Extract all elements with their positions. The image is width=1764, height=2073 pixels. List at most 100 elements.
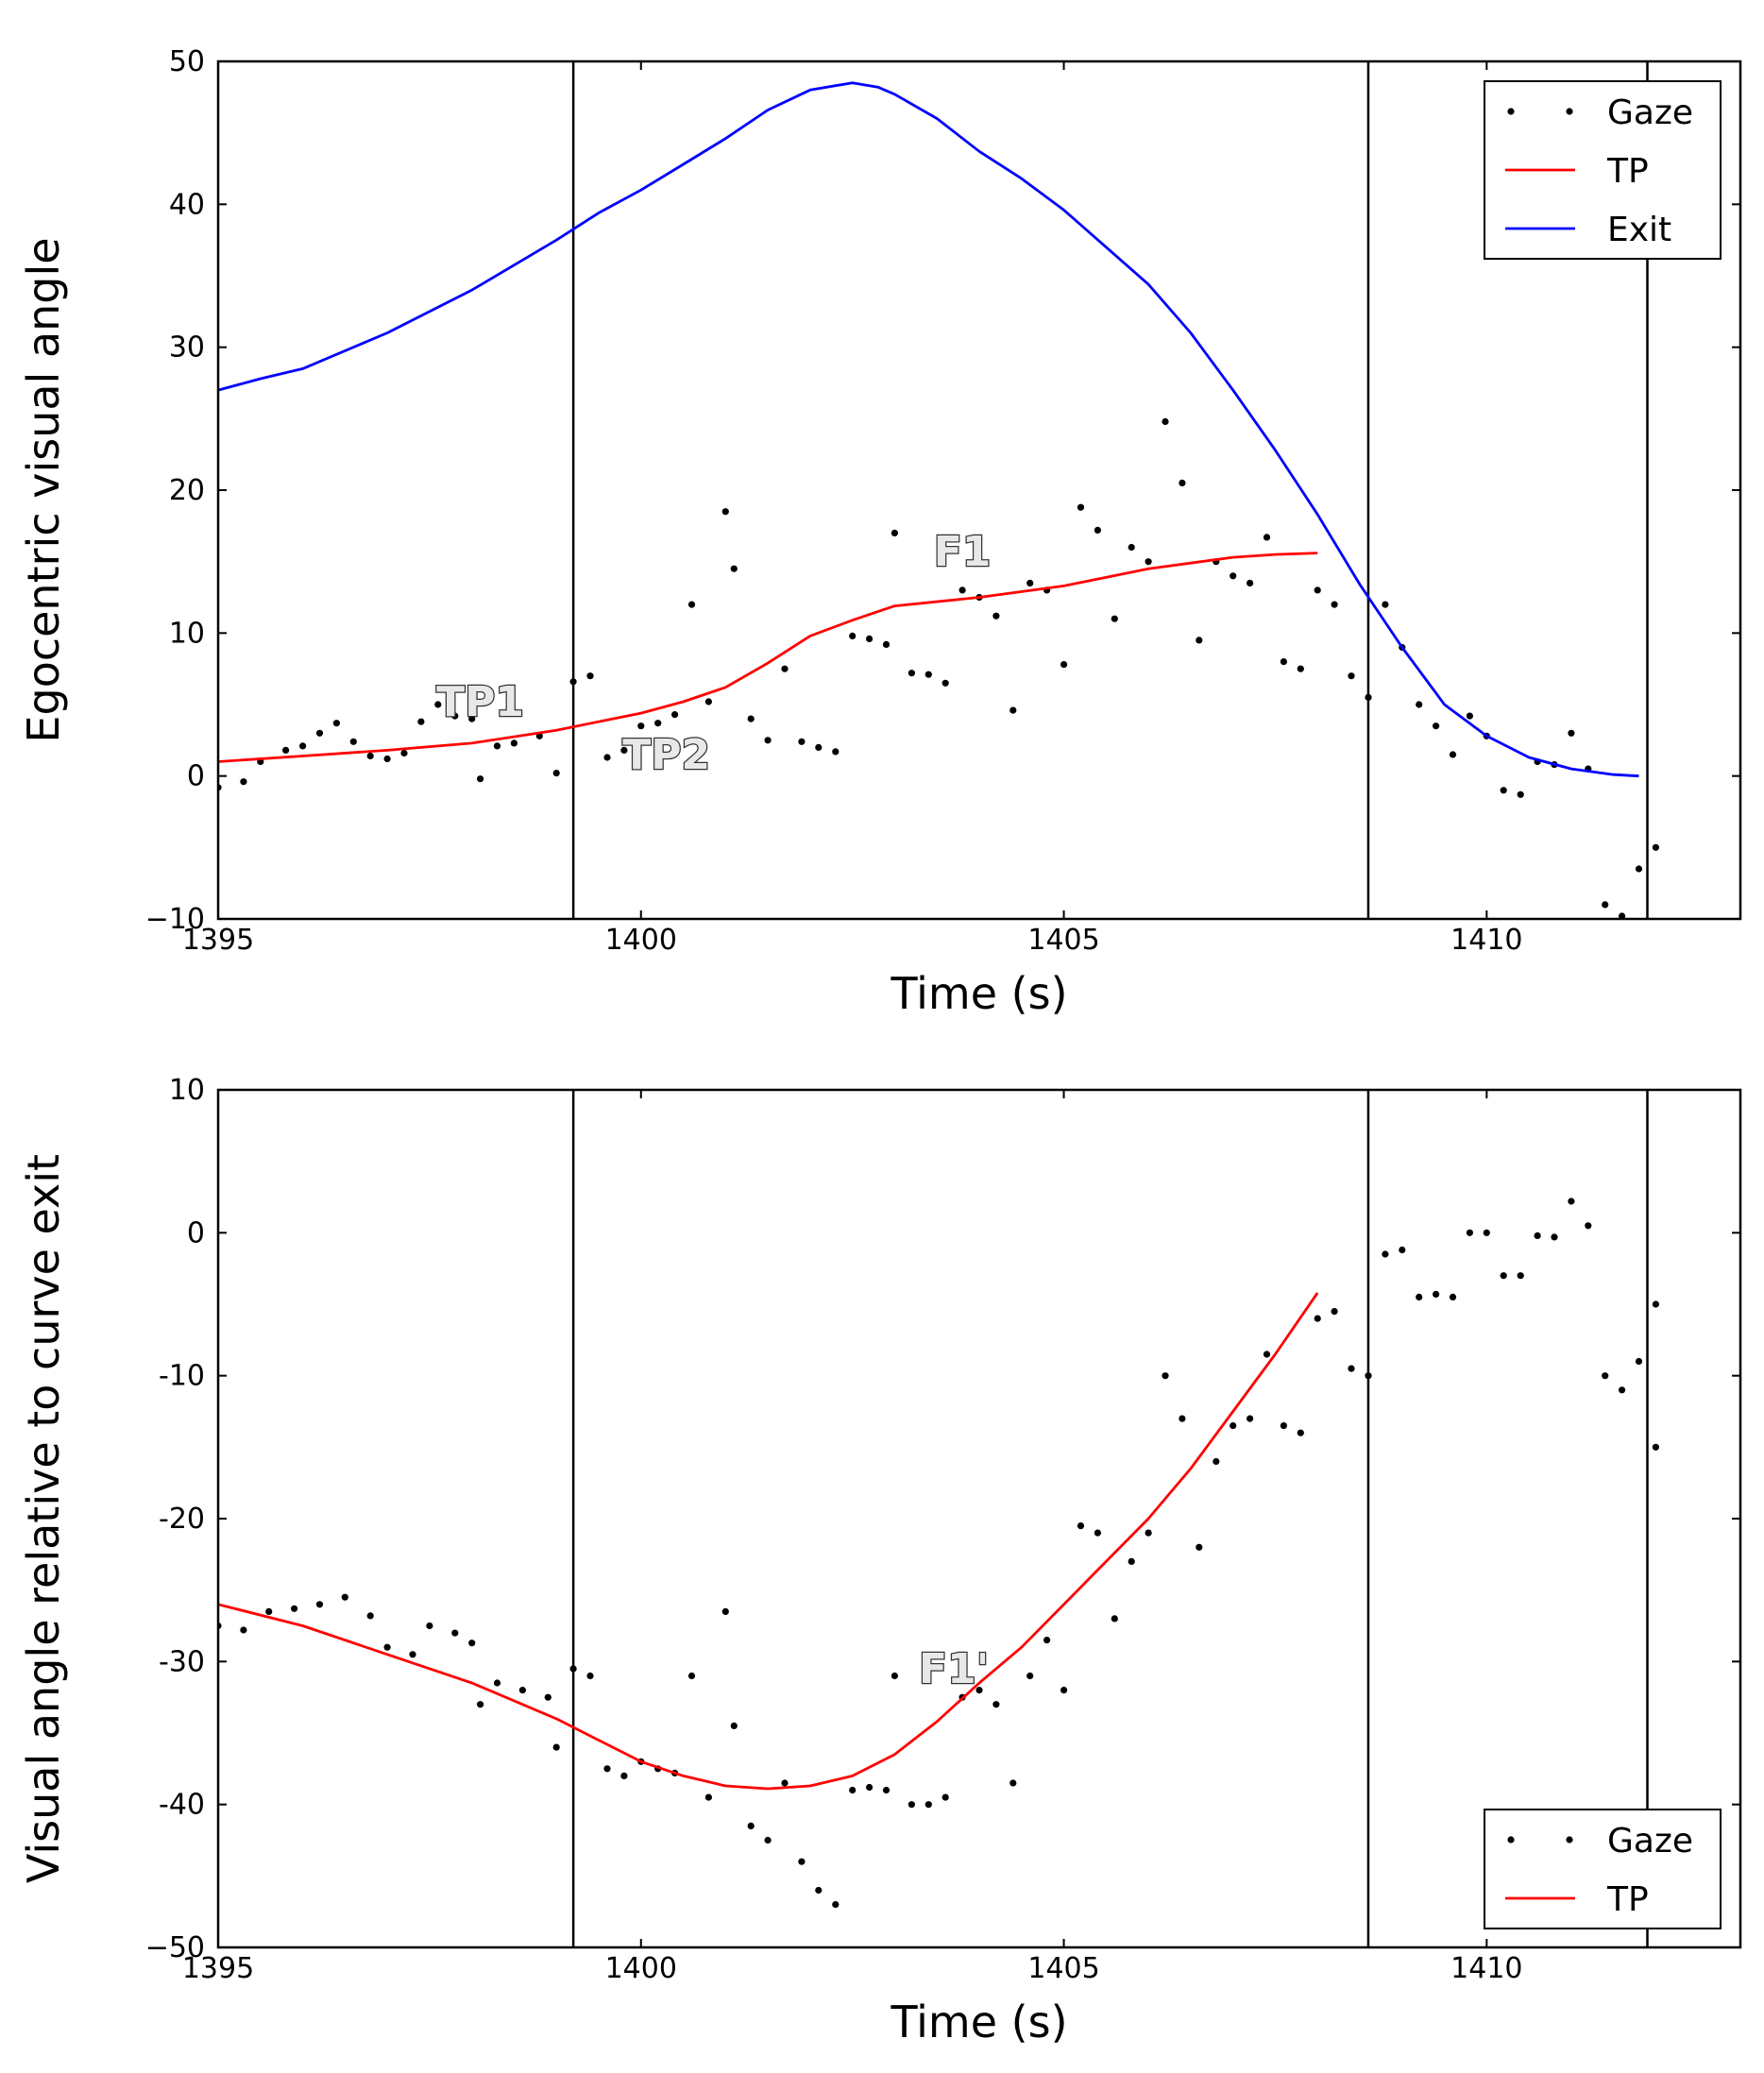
- gaze-point-3: [291, 1605, 298, 1612]
- legend-frame: [1484, 1809, 1722, 1929]
- gaze-point-67: [1399, 1246, 1406, 1254]
- y-tick-label-5: 0: [187, 1216, 205, 1249]
- gaze-point-21: [586, 672, 594, 680]
- gaze-point-65: [1365, 1372, 1372, 1380]
- gaze-point-76: [1500, 787, 1507, 794]
- y-axis-label: Egocentric visual angle: [18, 237, 69, 742]
- gaze-point-34: [849, 1786, 857, 1794]
- gaze-point-18: [586, 1672, 594, 1680]
- gaze-point-1: [240, 1626, 247, 1634]
- gaze-point-55: [1145, 558, 1152, 566]
- gaze-point-5: [341, 1593, 348, 1601]
- gaze-point-59: [1263, 1351, 1271, 1358]
- tp-line: [218, 552, 1318, 763]
- y-tick-label-1: -40: [159, 1789, 205, 1822]
- legend-gaze-marker-b: [1566, 108, 1573, 115]
- x-tick-label-0: 1395: [182, 1952, 254, 1985]
- gaze-point-16: [493, 742, 501, 750]
- x-tick-label-3: 1410: [1450, 1952, 1522, 1985]
- plot-area: [218, 1198, 1659, 1909]
- gaze-point-38: [907, 1801, 916, 1809]
- gaze-point-53: [1111, 615, 1118, 622]
- gaze-point-61: [1297, 1429, 1304, 1436]
- legend-tp-label: TP: [1606, 1880, 1649, 1919]
- gaze-point-37: [890, 1672, 899, 1680]
- gaze-point-31: [747, 715, 755, 722]
- legend-gaze-marker-a: [1507, 108, 1515, 115]
- gaze-point-50: [1111, 1615, 1118, 1623]
- gaze-point-49: [1094, 1529, 1101, 1537]
- gaze-point-36: [832, 748, 840, 756]
- gaze-point-20: [620, 1772, 628, 1779]
- x-axis-label: Time (s): [890, 1997, 1067, 2048]
- gaze-point-80: [1568, 729, 1575, 737]
- top-panel: TP1 TP2 F1 1395 1400 1405 1410 −10 0 10 20 30 40 50 Ti…: [18, 45, 1742, 1019]
- annotation-f1: F1: [934, 528, 992, 576]
- gaze-point-65: [1314, 586, 1321, 594]
- x-tick-label-0: 1395: [182, 924, 254, 957]
- gaze-point-60: [1230, 572, 1237, 580]
- gaze-series: [218, 1198, 1659, 1909]
- gaze-point-4: [299, 742, 307, 750]
- gaze-point-5: [315, 729, 324, 737]
- gaze-point-73: [1449, 751, 1457, 758]
- gaze-point-8: [409, 1651, 416, 1658]
- x-tick-label-1: 1400: [605, 924, 677, 957]
- gaze-point-23: [620, 746, 628, 755]
- gaze-point-6: [366, 1612, 374, 1620]
- gaze-point-34: [798, 738, 806, 745]
- plot-area: [218, 81, 1659, 919]
- gaze-point-54: [1128, 543, 1135, 552]
- gaze-point-45: [1026, 1672, 1034, 1680]
- gaze-point-14: [468, 715, 476, 722]
- gaze-point-77: [1517, 790, 1524, 798]
- gaze-point-70: [1449, 1293, 1457, 1300]
- legend: Gaze TP Exit: [1484, 80, 1722, 260]
- gaze-point-24: [687, 1672, 696, 1680]
- gaze-point-72: [1483, 1229, 1490, 1236]
- gaze-point-82: [1602, 901, 1609, 909]
- y-tick-label-0: −10: [145, 903, 205, 936]
- gaze-point-63: [1331, 1308, 1338, 1316]
- y-tick-label-1: 0: [187, 760, 205, 793]
- gaze-point-42: [924, 671, 932, 678]
- gaze-point-1: [240, 778, 247, 786]
- legend-gaze-label: Gaze: [1607, 1822, 1693, 1861]
- y-tick-label-6: 50: [169, 45, 205, 78]
- gaze-point-17: [510, 739, 518, 747]
- gaze-point-16: [552, 1743, 560, 1751]
- gaze-point-13: [493, 1679, 501, 1687]
- legend-gaze-marker-b: [1566, 1836, 1573, 1844]
- gaze-point-52: [1094, 526, 1101, 535]
- gaze-point-27: [730, 1722, 738, 1729]
- gaze-point-43: [992, 1701, 1000, 1708]
- gaze-point-7: [383, 1643, 391, 1651]
- tp-line: [218, 1292, 1319, 1791]
- gaze-point-73: [1500, 1272, 1507, 1280]
- legend-gaze-label: Gaze: [1607, 93, 1693, 132]
- y-axis-label: Visual angle relative to curve exit: [18, 1154, 69, 1883]
- gaze-point-11: [417, 718, 425, 725]
- gaze-point-72: [1433, 722, 1440, 730]
- gaze-point-74: [1517, 1272, 1524, 1280]
- gaze-point-56: [1162, 417, 1169, 425]
- gaze-point-66: [1331, 601, 1338, 608]
- gaze-point-25: [654, 720, 662, 727]
- gaze-point-19: [603, 1765, 611, 1773]
- gaze-point-40: [890, 529, 899, 537]
- gaze-point-48: [1026, 579, 1034, 587]
- gaze-point-35: [815, 743, 823, 752]
- gaze-point-71: [1466, 1229, 1473, 1236]
- gaze-point-10: [451, 1629, 459, 1637]
- gaze-point-66: [1382, 1250, 1389, 1258]
- gaze-point-35: [866, 1783, 874, 1792]
- gaze-point-28: [704, 698, 713, 705]
- gaze-point-51: [1128, 1557, 1135, 1565]
- bottom-panel: F1' 1395 1400 1405 1410 −50 -40 -30 -20 -10 0 10 Tim…: [18, 1074, 1742, 2048]
- annotation-tp2: TP2: [622, 731, 710, 779]
- gaze-point-44: [958, 586, 966, 594]
- y-tick-label-2: -30: [159, 1645, 205, 1678]
- y-tick-label-5: 40: [169, 188, 205, 221]
- y-tick-label-3: -20: [159, 1503, 205, 1536]
